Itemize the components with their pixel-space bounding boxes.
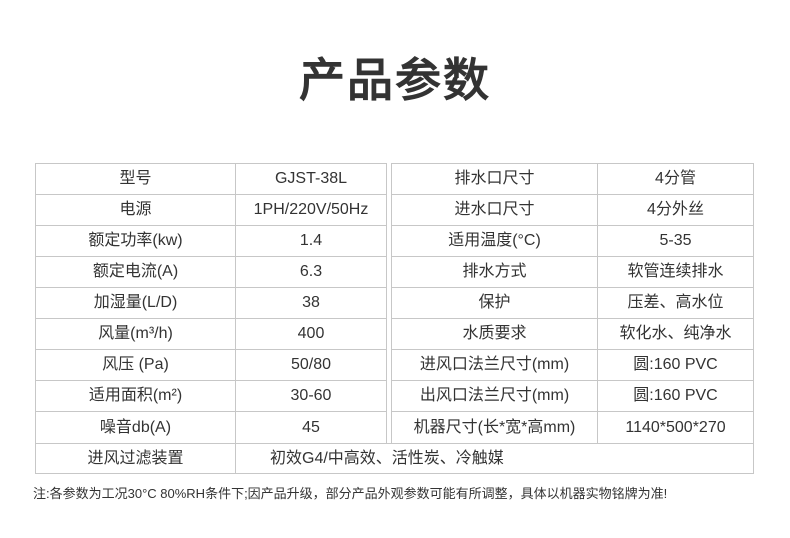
spec-value: 4分管 [655, 170, 696, 187]
spec-value: 4分外丝 [647, 201, 704, 218]
spec-value: 5-35 [659, 232, 692, 249]
spec-value: 30-60 [290, 387, 332, 404]
table-row: 水质要求 软化水、纯净水 [392, 319, 753, 350]
spec-value: 1140*500*270 [625, 418, 726, 436]
table-row: 型号 GJST-38L [36, 164, 386, 195]
spec-label: 进风口法兰尺寸(mm) [392, 350, 598, 380]
table-row: 额定电流(A) 6.3 [36, 257, 386, 288]
spec-value: 400 [297, 325, 325, 342]
spec-label: 额定电流(A) [36, 257, 236, 287]
spec-label: 保护 [392, 288, 598, 318]
table-row: 噪音db(A) 45 [36, 412, 386, 443]
table-row: 排水口尺寸 4分管 [392, 164, 753, 195]
spec-value: GJST-38L [274, 170, 348, 187]
spec-value: 软管连续排水 [627, 263, 724, 280]
table-row: 机器尺寸(长*宽*高mm) 1140*500*270 [392, 412, 753, 443]
spec-value: 1PH/220V/50Hz [253, 201, 369, 218]
spec-value: 50/80 [290, 356, 332, 373]
spec-label: 型号 [36, 164, 236, 194]
table-row: 适用面积(m²) 30-60 [36, 381, 386, 412]
spec-value: 1.4 [299, 232, 323, 249]
footnote: 注:各参数为工况30°C 80%RH条件下;因产品升级，部分产品外观参数可能有所… [33, 486, 668, 501]
spec-label: 机器尺寸(长*宽*高mm) [392, 412, 598, 443]
table-row: 额定功率(kw) 1.4 [36, 226, 386, 257]
spec-row-filter: 进风过滤装置 初效G4/中高效、活性炭、冷触媒 [35, 443, 754, 474]
table-row: 排水方式 软管连续排水 [392, 257, 753, 288]
spec-label: 噪音db(A) [36, 412, 236, 443]
table-row: 风压 (Pa) 50/80 [36, 350, 386, 381]
spec-value: 45 [302, 418, 320, 436]
spec-label: 额定功率(kw) [36, 226, 236, 256]
table-row: 电源 1PH/220V/50Hz [36, 195, 386, 226]
spec-label: 风压 (Pa) [36, 350, 236, 380]
spec-label: 进水口尺寸 [392, 195, 598, 225]
spec-label: 风量(m³/h) [36, 319, 236, 349]
table-row: 进风口法兰尺寸(mm) 圆:160 PVC [392, 350, 753, 381]
page-title: 产品参数 [299, 54, 491, 106]
spec-table-halves: 型号 GJST-38L 电源 1PH/220V/50Hz 额定功率(kw) 1.… [35, 163, 754, 443]
spec-label: 排水方式 [392, 257, 598, 287]
table-row: 加湿量(L/D) 38 [36, 288, 386, 319]
spec-label: 进风过滤装置 [36, 444, 236, 473]
spec-label: 适用温度(°C) [392, 226, 598, 256]
spec-value: 圆:160 PVC [633, 387, 718, 404]
spec-value: 38 [302, 294, 320, 311]
table-row: 保护 压差、高水位 [392, 288, 753, 319]
spec-table-left: 型号 GJST-38L 电源 1PH/220V/50Hz 额定功率(kw) 1.… [35, 163, 387, 443]
spec-value: 压差、高水位 [627, 294, 724, 311]
spec-label: 适用面积(m²) [36, 381, 236, 411]
spec-label: 排水口尺寸 [392, 164, 598, 194]
spec-value: 6.3 [299, 263, 323, 280]
spec-value: 软化水、纯净水 [619, 325, 732, 342]
table-row: 出风口法兰尺寸(mm) 圆:160 PVC [392, 381, 753, 412]
spec-label: 电源 [36, 195, 236, 225]
table-row: 进水口尺寸 4分外丝 [392, 195, 753, 226]
table-row: 风量(m³/h) 400 [36, 319, 386, 350]
spec-label: 水质要求 [392, 319, 598, 349]
spec-value: 圆:160 PVC [633, 356, 718, 373]
spec-table: 型号 GJST-38L 电源 1PH/220V/50Hz 额定功率(kw) 1.… [35, 163, 754, 474]
spec-value: 初效G4/中高效、活性炭、冷触媒 [270, 449, 504, 467]
spec-label: 加湿量(L/D) [36, 288, 236, 318]
table-row: 适用温度(°C) 5-35 [392, 226, 753, 257]
spec-label: 出风口法兰尺寸(mm) [392, 381, 598, 411]
spec-table-right: 排水口尺寸 4分管 进水口尺寸 4分外丝 适用温度(°C) 5-35 排水方式 … [391, 163, 754, 443]
